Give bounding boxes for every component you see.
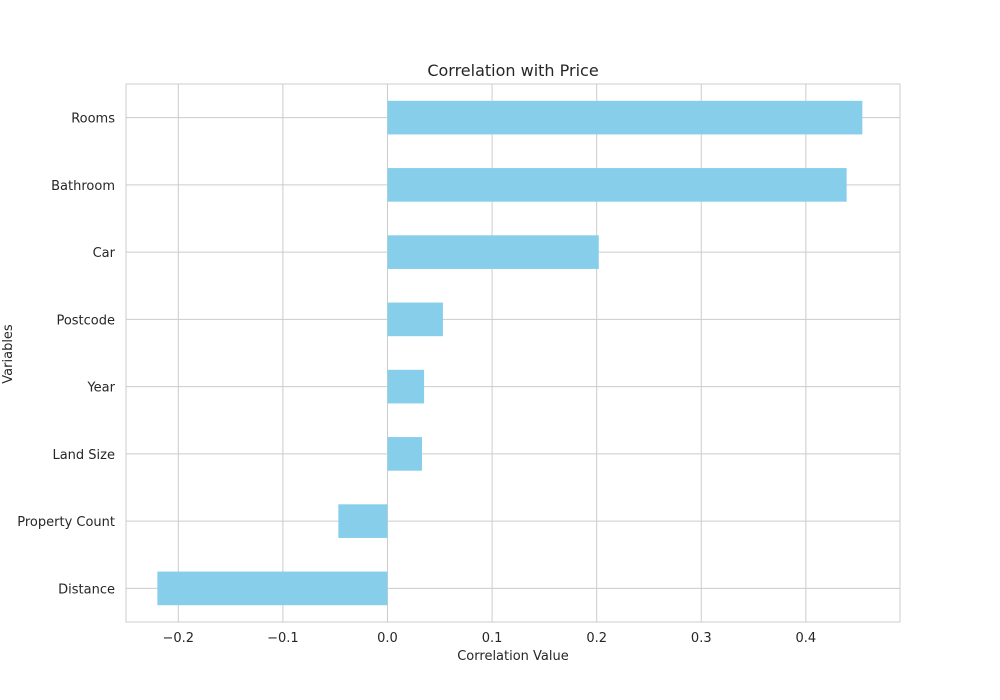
- bar-rooms: [387, 100, 863, 135]
- x-tick-label: −0.2: [163, 631, 195, 646]
- y-tick-label: Property Count: [17, 515, 115, 530]
- x-tick-label: 0.2: [586, 631, 607, 646]
- x-tick-labels: −0.2 −0.1 0.0 0.1 0.2 0.3 0.4: [163, 631, 817, 646]
- bar-bathroom: [387, 168, 847, 202]
- x-tick-label: 0.3: [691, 631, 712, 646]
- x-tick-label: 0.0: [377, 631, 398, 646]
- y-tick-label: Land Size: [52, 448, 115, 463]
- bar-land-size: [387, 437, 423, 471]
- y-tick-label: Rooms: [71, 112, 115, 127]
- y-tick-label: Bathroom: [51, 179, 115, 194]
- bar-distance: [157, 571, 388, 606]
- x-tick-label: 0.1: [482, 631, 503, 646]
- bar-property-count: [338, 504, 388, 538]
- y-axis-label: Variables: [1, 324, 16, 384]
- y-tick-label: Year: [86, 381, 115, 396]
- x-tick-label: −0.1: [267, 631, 299, 646]
- y-tick-label: Distance: [58, 582, 115, 597]
- bar-year: [387, 369, 425, 404]
- bar-postcode: [387, 302, 443, 337]
- plot-frame: [125, 83, 901, 623]
- x-axis-label: Correlation Value: [457, 649, 569, 664]
- chart-title: Correlation with Price: [427, 61, 598, 80]
- y-tick-label: Postcode: [56, 313, 115, 328]
- y-tick-labels: Rooms Bathroom Car Postcode Year Land Size Pro…: [17, 112, 115, 598]
- x-tick-label: 0.4: [796, 631, 817, 646]
- grid: [126, 84, 900, 622]
- bars: [157, 100, 863, 606]
- bar-car: [387, 235, 599, 269]
- y-tick-label: Car: [93, 246, 116, 261]
